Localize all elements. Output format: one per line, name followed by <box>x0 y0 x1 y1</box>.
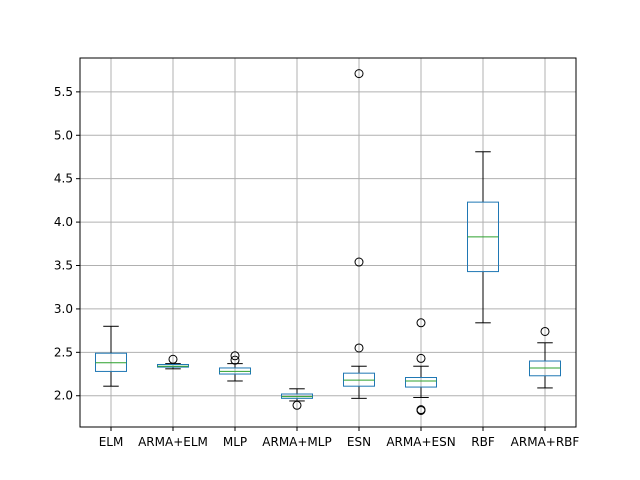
y-tick-label: 2.5 <box>54 345 73 359</box>
box-rbf <box>467 151 499 324</box>
boxes <box>95 69 561 416</box>
outlier-point <box>230 355 240 365</box>
box-elm <box>95 325 127 387</box>
x-tick-label: ARMA+RBF <box>511 435 580 449</box>
axes-frame <box>79 57 577 428</box>
outlier-point <box>354 343 364 353</box>
outlier-point <box>416 405 426 415</box>
box-arma-mlp <box>281 388 313 410</box>
outlier-point <box>540 326 550 336</box>
x-tick-label: ELM <box>99 435 124 449</box>
box-mlp <box>219 351 251 382</box>
box-arma-rbf <box>529 326 561 389</box>
y-tick-label: 4.0 <box>54 215 73 229</box>
box-arma-esn <box>405 318 437 416</box>
y-tick-label: 4.5 <box>54 172 73 186</box>
x-tick-label: RBF <box>471 435 495 449</box>
x-tick-label: ARMA+MLP <box>262 435 331 449</box>
grid-lines <box>80 58 576 427</box>
y-tick-label: 5.0 <box>54 128 73 142</box>
y-tick-label: 3.0 <box>54 302 73 316</box>
outlier-point <box>168 354 178 364</box>
y-tick-label: 5.5 <box>54 85 73 99</box>
axis-ticks: ELM ARMA+ELM MLP ARMA+MLP ESN ARMA+ESN RBF ARMA… <box>54 85 580 449</box>
outlier-point <box>292 400 302 410</box>
outlier-point <box>416 318 426 328</box>
x-tick-label: MLP <box>223 435 247 449</box>
box-arma-elm <box>157 354 189 370</box>
box-esn <box>343 69 375 399</box>
x-tick-label: ESN <box>347 435 371 449</box>
x-tick-label: ARMA+ESN <box>386 435 455 449</box>
y-tick-label: 3.5 <box>54 259 73 273</box>
outlier-point <box>230 351 240 361</box>
outlier-point <box>416 353 426 363</box>
x-tick-label: ARMA+ELM <box>138 435 208 449</box>
y-tick-label: 2.0 <box>54 389 73 403</box>
iqr-box <box>405 377 437 388</box>
outlier-point <box>354 257 364 267</box>
outlier-point <box>354 69 364 79</box>
